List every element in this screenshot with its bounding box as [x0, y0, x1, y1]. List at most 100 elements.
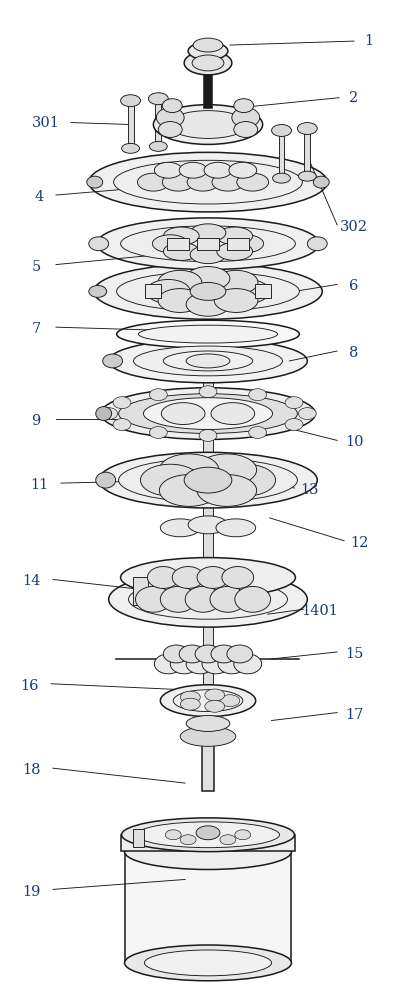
Ellipse shape — [173, 690, 243, 712]
Bar — [255, 284, 270, 298]
Text: 11: 11 — [30, 478, 48, 492]
Ellipse shape — [96, 472, 116, 488]
Ellipse shape — [197, 454, 257, 486]
Ellipse shape — [154, 105, 262, 144]
Ellipse shape — [87, 176, 103, 188]
Ellipse shape — [205, 689, 225, 701]
Ellipse shape — [168, 111, 248, 138]
Ellipse shape — [205, 700, 225, 712]
Bar — [227, 238, 249, 250]
Ellipse shape — [141, 464, 200, 496]
Ellipse shape — [234, 99, 254, 113]
Ellipse shape — [212, 173, 244, 191]
Text: 302: 302 — [340, 220, 368, 234]
Ellipse shape — [298, 408, 316, 420]
Text: 14: 14 — [22, 574, 40, 588]
Ellipse shape — [89, 237, 109, 251]
Ellipse shape — [222, 567, 254, 588]
Ellipse shape — [121, 143, 139, 153]
Ellipse shape — [195, 645, 221, 663]
Text: 1401: 1401 — [301, 604, 338, 618]
Ellipse shape — [149, 389, 167, 401]
Ellipse shape — [297, 123, 317, 134]
Ellipse shape — [109, 572, 307, 627]
Text: 10: 10 — [345, 435, 363, 449]
Ellipse shape — [179, 162, 207, 178]
Ellipse shape — [94, 264, 322, 319]
Bar — [128, 102, 134, 147]
Ellipse shape — [137, 173, 169, 191]
Text: 1: 1 — [364, 34, 374, 48]
Text: 17: 17 — [345, 708, 363, 722]
Ellipse shape — [152, 235, 188, 253]
Ellipse shape — [186, 654, 214, 674]
Ellipse shape — [136, 822, 280, 848]
Ellipse shape — [149, 93, 168, 105]
Ellipse shape — [298, 171, 316, 181]
Text: 5: 5 — [32, 260, 41, 274]
Ellipse shape — [100, 408, 118, 420]
Ellipse shape — [193, 38, 223, 52]
Ellipse shape — [227, 645, 253, 663]
Bar — [167, 238, 189, 250]
Ellipse shape — [307, 237, 327, 251]
Ellipse shape — [119, 458, 297, 502]
Ellipse shape — [119, 394, 297, 433]
Ellipse shape — [158, 122, 182, 137]
Ellipse shape — [199, 429, 217, 441]
Ellipse shape — [147, 567, 179, 588]
Ellipse shape — [216, 519, 256, 537]
Ellipse shape — [229, 162, 257, 178]
Ellipse shape — [158, 289, 202, 312]
Ellipse shape — [211, 645, 237, 663]
Text: 7: 7 — [32, 322, 41, 336]
Ellipse shape — [116, 320, 300, 348]
Ellipse shape — [109, 339, 307, 383]
Ellipse shape — [144, 398, 272, 429]
Bar — [203, 252, 213, 748]
Ellipse shape — [184, 51, 232, 75]
Bar — [133, 577, 149, 605]
Bar — [305, 130, 310, 175]
Ellipse shape — [214, 289, 258, 312]
Ellipse shape — [158, 270, 202, 294]
Ellipse shape — [232, 108, 260, 128]
Ellipse shape — [197, 567, 229, 588]
Bar — [202, 736, 214, 791]
Ellipse shape — [103, 354, 123, 368]
Text: 16: 16 — [20, 679, 38, 693]
Ellipse shape — [200, 830, 216, 840]
Ellipse shape — [89, 285, 106, 297]
Ellipse shape — [237, 173, 269, 191]
Ellipse shape — [249, 427, 267, 438]
Ellipse shape — [113, 419, 131, 430]
Ellipse shape — [114, 160, 302, 204]
Bar — [146, 284, 161, 298]
Ellipse shape — [272, 125, 292, 136]
Ellipse shape — [272, 173, 290, 183]
Text: 18: 18 — [22, 763, 40, 777]
Ellipse shape — [184, 467, 232, 493]
Ellipse shape — [180, 726, 236, 746]
Ellipse shape — [121, 226, 295, 262]
Text: 301: 301 — [32, 116, 60, 130]
Ellipse shape — [181, 691, 200, 703]
Ellipse shape — [159, 454, 219, 486]
Ellipse shape — [190, 282, 226, 300]
Ellipse shape — [285, 397, 303, 409]
Ellipse shape — [217, 227, 253, 245]
Ellipse shape — [180, 835, 196, 845]
Ellipse shape — [228, 235, 264, 253]
Ellipse shape — [210, 586, 246, 612]
Ellipse shape — [97, 218, 319, 270]
Bar — [203, 68, 213, 108]
Ellipse shape — [144, 950, 272, 976]
Ellipse shape — [163, 227, 199, 245]
Ellipse shape — [159, 475, 219, 506]
Ellipse shape — [154, 162, 182, 178]
Text: 6: 6 — [349, 279, 359, 293]
Ellipse shape — [162, 173, 194, 191]
Ellipse shape — [199, 386, 217, 398]
Ellipse shape — [161, 403, 205, 425]
Ellipse shape — [188, 516, 228, 534]
